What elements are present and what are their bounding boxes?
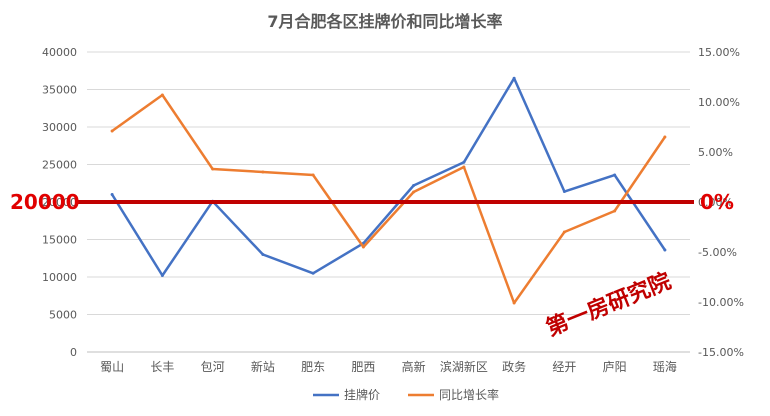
- x-tick-label: 经开: [552, 360, 576, 374]
- legend-label: 同比增长率: [439, 387, 499, 402]
- data-point: [663, 248, 667, 252]
- y-right-tick-label: -10.00%: [698, 296, 744, 309]
- y-left-tick-label: 30000: [42, 121, 77, 134]
- data-point: [562, 230, 566, 234]
- x-tick-label: 瑶海: [653, 359, 677, 374]
- y-right-tick-label: -15.00%: [698, 346, 744, 359]
- data-point: [412, 184, 416, 187]
- data-point: [462, 160, 466, 164]
- x-tick-label: 高新: [402, 359, 426, 374]
- y-left-tick-label: 5000: [49, 309, 77, 322]
- y-right-tick-label: 15.00%: [698, 46, 740, 59]
- data-point: [160, 274, 164, 277]
- x-tick-label: 包河: [201, 360, 225, 374]
- x-tick-label: 新站: [251, 359, 275, 374]
- legend-label: 挂牌价: [344, 388, 380, 402]
- y-left-tick-label: 40000: [42, 46, 77, 59]
- y-right-tick-label: 5.00%: [698, 146, 733, 159]
- data-point: [512, 76, 516, 80]
- data-point: [261, 253, 265, 256]
- x-tick-label: 长丰: [150, 360, 174, 374]
- data-point: [160, 93, 164, 97]
- reference-annotation-left: 20000: [10, 190, 80, 214]
- data-point: [613, 209, 617, 213]
- series-line-1: [110, 77, 667, 277]
- data-point: [412, 190, 416, 194]
- data-point: [562, 190, 566, 193]
- data-point: [311, 173, 315, 177]
- y-left-tick-label: 15000: [42, 234, 77, 247]
- x-tick-label: 政务: [502, 359, 526, 374]
- data-point: [110, 193, 114, 196]
- data-point: [311, 271, 315, 275]
- y-left-tick-label: 20000: [42, 196, 77, 209]
- y-left-tick-label: 25000: [42, 159, 77, 172]
- y-left-tick-label: 0: [70, 346, 77, 359]
- y-right-tick-label: 0.00%: [698, 196, 733, 209]
- x-tick-label: 蜀山: [100, 360, 124, 374]
- data-point: [462, 165, 466, 169]
- y-left-tick-label: 35000: [42, 84, 77, 97]
- chart-title: 7月合肥各区挂牌价和同比增长率: [267, 12, 502, 31]
- data-point: [211, 167, 215, 171]
- data-point: [613, 173, 617, 177]
- series-line-2: [110, 93, 667, 305]
- data-point: [512, 301, 516, 305]
- data-point: [361, 245, 365, 249]
- x-tick-label: 肥东: [301, 360, 325, 374]
- y-left-tick-label: 10000: [42, 271, 77, 284]
- data-point: [110, 129, 114, 133]
- x-tick-label: 滨湖新区: [440, 359, 488, 374]
- data-point: [261, 170, 265, 174]
- reference-annotation-right: 0%: [700, 190, 734, 214]
- x-tick-label: 庐阳: [603, 359, 627, 374]
- x-tick-label: 肥西: [351, 360, 375, 374]
- y-right-tick-label: -5.00%: [698, 246, 737, 259]
- data-point: [663, 135, 667, 139]
- watermark-text: 第一房研究院: [543, 268, 675, 342]
- y-right-tick-label: 10.00%: [698, 96, 740, 109]
